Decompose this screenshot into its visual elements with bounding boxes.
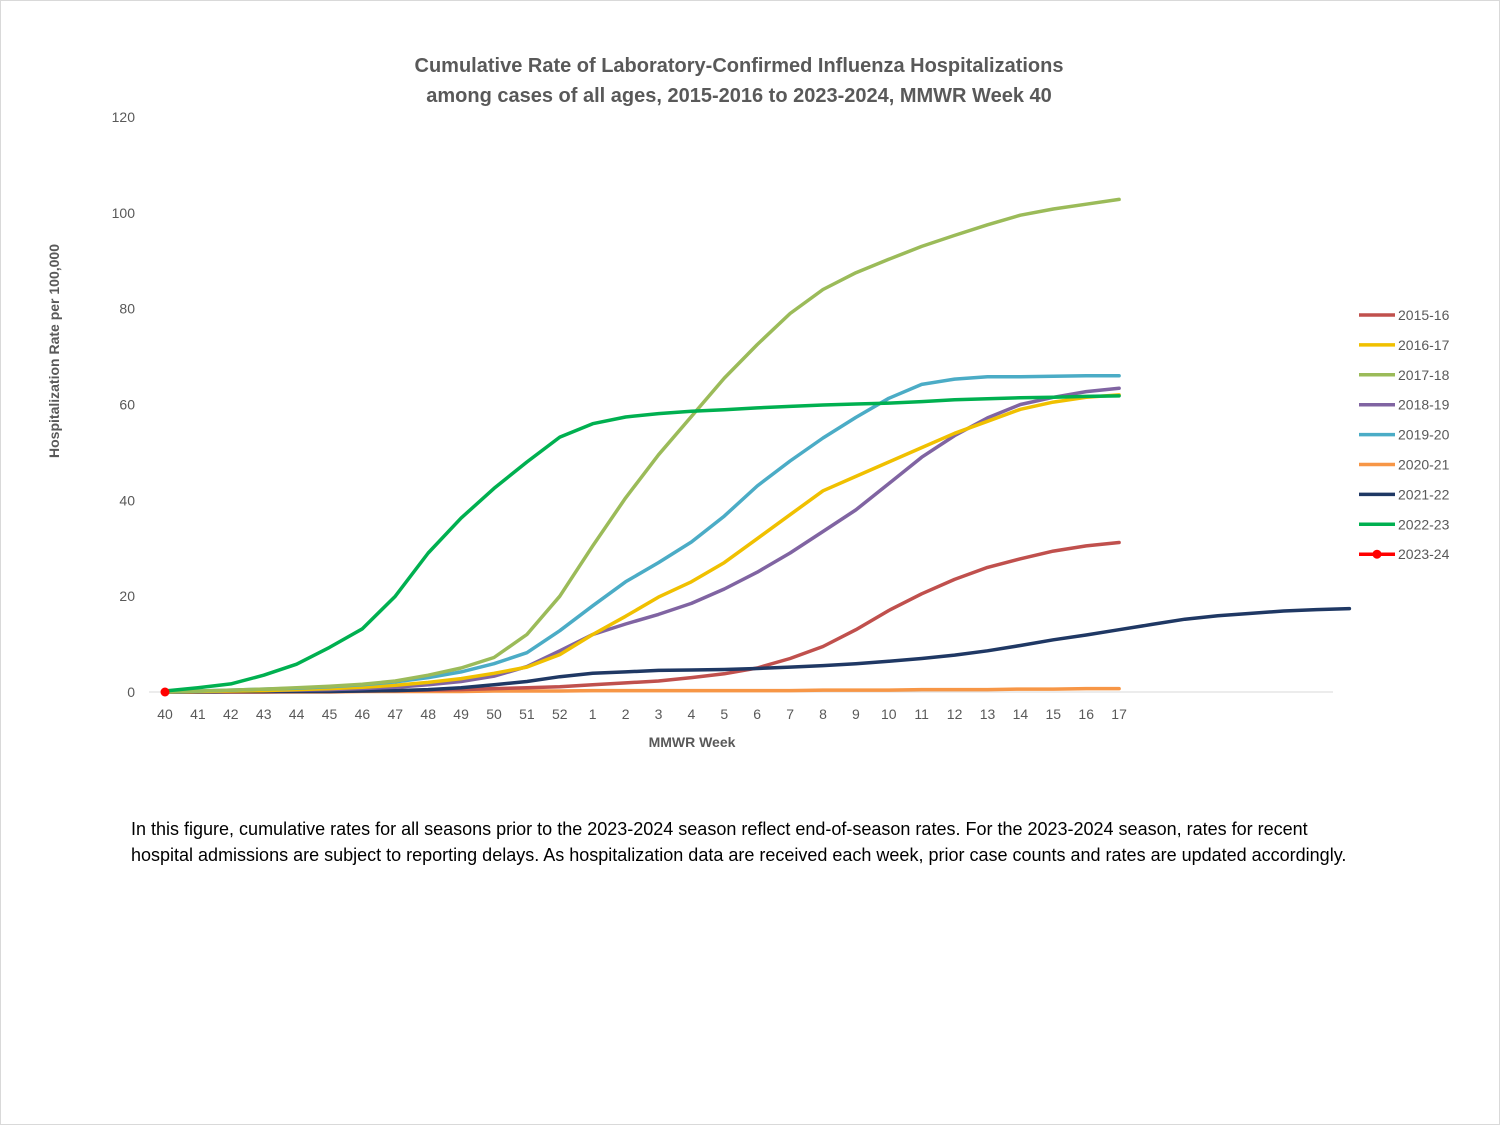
x-tick-label: 45 [322,706,338,722]
legend-marker [1372,549,1382,559]
x-tick-label: 14 [1013,706,1029,722]
y-tick-label: 20 [119,588,135,604]
x-tick-label: 8 [819,706,827,722]
x-tick-label: 11 [914,706,929,722]
series-line-2016-17 [163,393,1121,694]
x-axis: 40 41 42 43 44 45 46 47 48 49 50 51 52 1 2 3 4 5 6 7 8 9 10 11 1… [157,706,1127,722]
x-tick-label: 51 [519,706,535,722]
x-tick-label: 41 [190,706,206,722]
x-tick-label: 13 [980,706,996,722]
x-tick-label: 9 [852,706,860,722]
x-tick-label: 16 [1078,706,1094,722]
legend-label: 2022-23 [1398,516,1450,532]
x-tick-label: 44 [289,706,305,722]
series-line-2021-22 [163,606,1352,694]
legend-label: 2019-20 [1398,427,1450,443]
figure-note: In this figure, cumulative rates for all… [131,819,1347,865]
y-tick-label: 60 [119,397,135,413]
x-tick-label: 50 [486,706,502,722]
y-tick-label: 100 [112,205,136,221]
x-tick-label: 12 [947,706,963,722]
x-tick-label: 42 [223,706,239,722]
series-point-2023-24 [160,687,170,697]
y-tick-label: 40 [119,492,135,508]
legend-label: 2023-24 [1398,546,1450,562]
legend-label: 2021-22 [1398,486,1450,502]
x-tick-label: 47 [388,706,404,722]
legend-label: 2020-21 [1398,457,1450,473]
y-axis: 0 20 40 60 80 100 120 [112,109,136,700]
y-tick-label: 120 [112,109,136,125]
x-tick-label: 48 [420,706,436,722]
x-tick-label: 52 [552,706,568,722]
x-tick-label: 10 [881,706,897,722]
x-tick-label: 15 [1046,706,1062,722]
chart-subtitle: among cases of all ages, 2015-2016 to 20… [426,85,1052,107]
x-tick-label: 2 [622,706,630,722]
x-tick-label: 43 [256,706,272,722]
legend-label: 2016-17 [1398,337,1450,353]
legend: 2015-16 2016-17 2017-18 2018-19 2019-20 2020-… [1359,307,1450,562]
y-tick-label: 80 [119,301,135,317]
legend-label: 2018-19 [1398,397,1450,413]
series-line-2022-23 [163,394,1121,693]
x-tick-label: 4 [688,706,696,722]
series-line-2018-19 [163,386,1121,694]
x-tick-label: 6 [753,706,761,722]
x-tick-label: 46 [355,706,371,722]
chart-title: Cumulative Rate of Laboratory-Confirmed … [415,55,1064,77]
y-tick-label: 0 [127,684,135,700]
x-axis-title: MMWR Week [649,734,736,750]
legend-label: 2015-16 [1398,307,1450,323]
series-line-2017-18 [163,197,1121,694]
series-lines [160,197,1352,697]
x-tick-label: 3 [655,706,663,722]
x-tick-label: 40 [157,706,173,722]
x-tick-label: 7 [786,706,794,722]
legend-label: 2017-18 [1398,367,1450,383]
y-axis-title: Hospitalization Rate per 100,000 [46,244,62,458]
x-tick-label: 5 [720,706,728,722]
x-tick-label: 17 [1111,706,1127,722]
x-tick-label: 49 [453,706,469,722]
x-tick-label: 1 [589,706,597,722]
